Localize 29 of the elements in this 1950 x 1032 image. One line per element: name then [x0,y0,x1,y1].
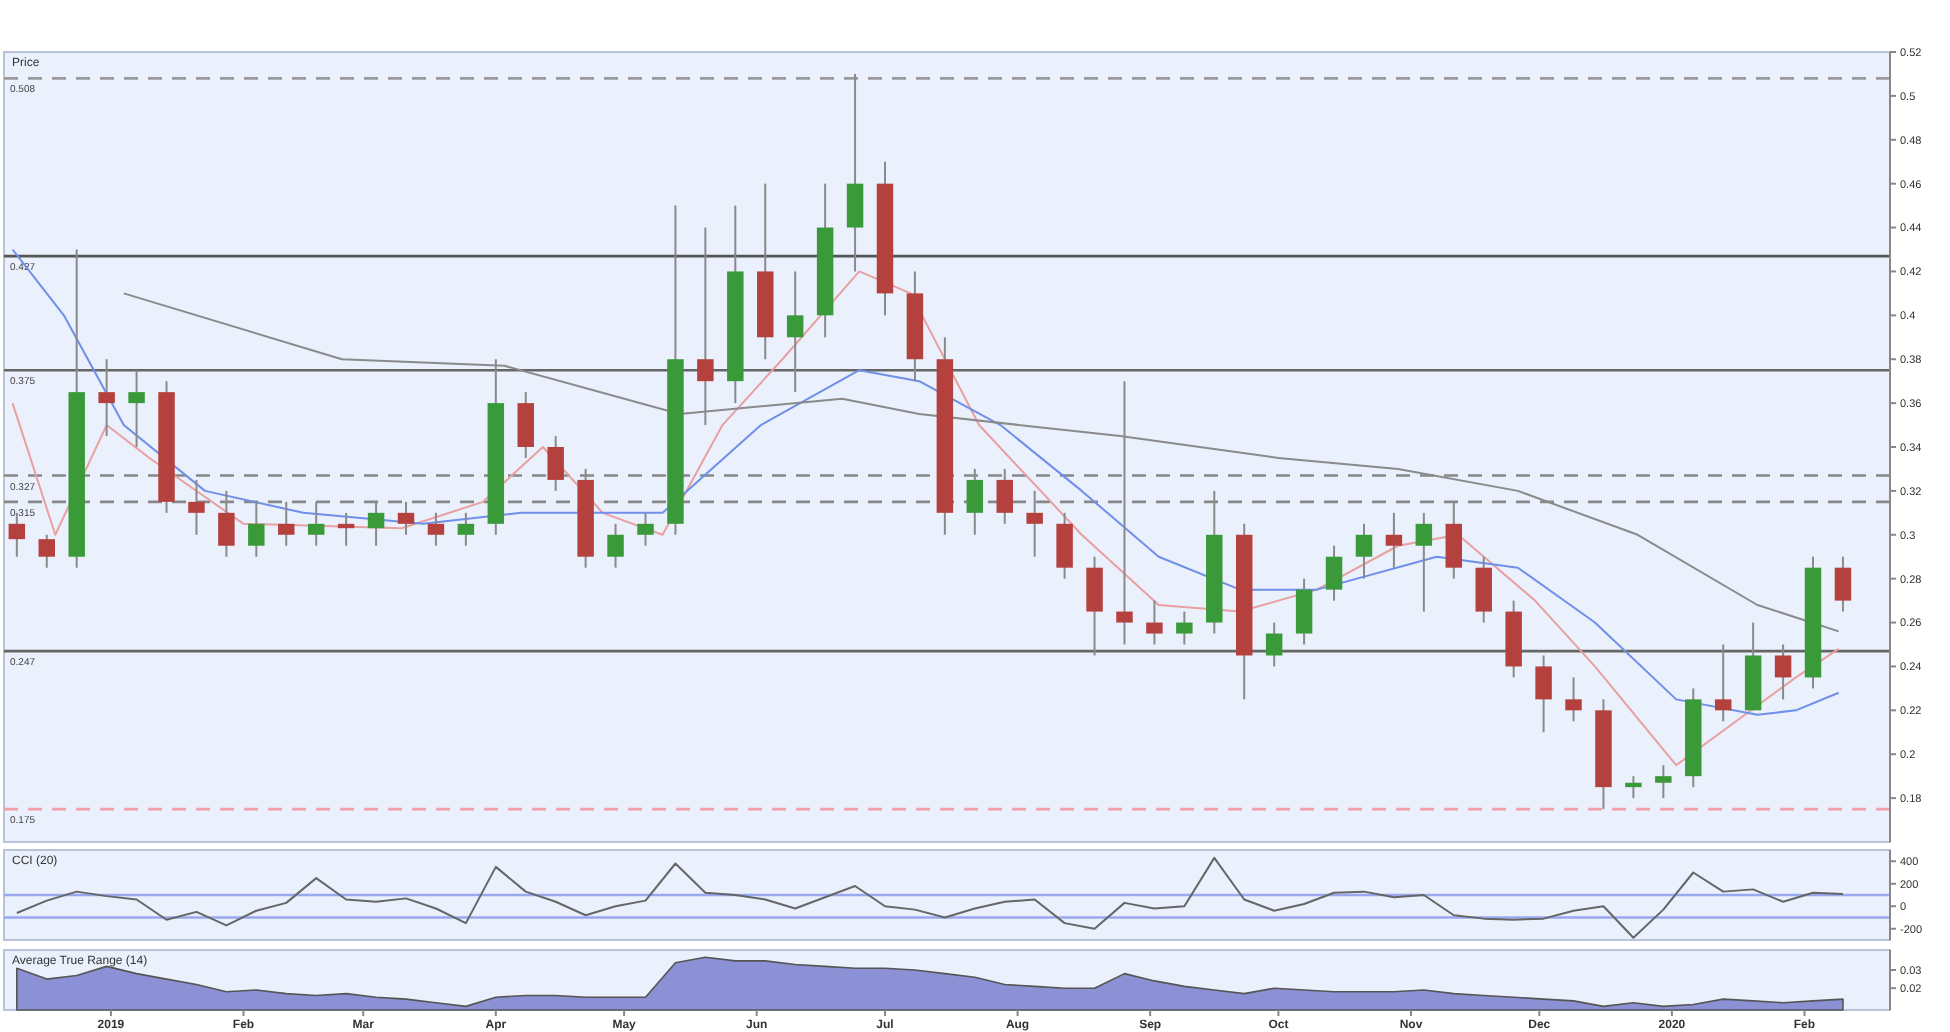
candlestick [1056,511,1073,580]
candlestick [1655,764,1672,800]
candlestick [1415,511,1433,613]
candlestick [517,391,534,459]
candlestick [1355,522,1373,580]
candlestick [846,72,864,273]
candlestick [1774,643,1792,701]
candlestick [1535,654,1552,734]
candlestick [128,369,145,448]
candlestick [637,511,654,547]
candlestick [1475,555,1492,624]
candlestick [1146,599,1163,646]
candlestick [1325,544,1343,602]
candlestick [1714,643,1732,723]
candlestick [1265,621,1283,668]
candlestick [607,522,624,569]
candlestick [786,270,804,394]
candlestick [1086,555,1103,657]
candlestick [1625,775,1642,800]
candlestick [1295,577,1313,646]
candlestick [457,511,475,547]
candlestick [1834,555,1852,613]
line-series [15,856,1844,939]
candlestick [1176,610,1193,646]
candlestick [1565,676,1582,723]
candlestick [98,358,115,438]
candlestick [38,533,55,569]
candlestick [1385,511,1403,569]
candlestick [427,511,445,547]
